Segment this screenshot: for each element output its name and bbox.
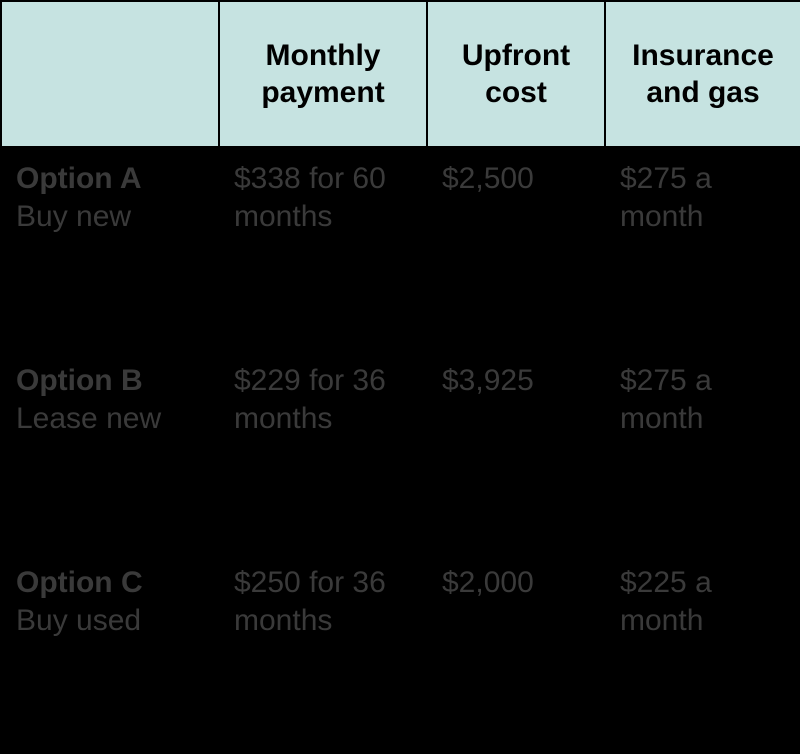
row-label-a: Option A Buy new xyxy=(1,147,219,349)
header-row: Monthly payment Upfront cost Insurance a… xyxy=(1,1,800,147)
cell-insurance-b: $275 a month xyxy=(605,349,800,551)
option-subtitle: Buy new xyxy=(16,198,204,236)
comparison-table: Monthly payment Upfront cost Insurance a… xyxy=(0,0,800,754)
header-monthly-payment: Monthly payment xyxy=(219,1,427,147)
header-blank xyxy=(1,1,219,147)
option-subtitle: Lease new xyxy=(16,400,204,438)
option-subtitle: Buy used xyxy=(16,602,204,640)
option-name: Option C xyxy=(16,564,204,602)
cell-insurance-c: $225 a month xyxy=(605,551,800,753)
cell-upfront-b: $3,925 xyxy=(427,349,605,551)
cell-monthly-b: $229 for 36 months xyxy=(219,349,427,551)
table-row: Option C Buy used $250 for 36 months $2,… xyxy=(1,551,800,753)
row-label-c: Option C Buy used xyxy=(1,551,219,753)
option-name: Option A xyxy=(16,160,204,198)
option-name: Option B xyxy=(16,362,204,400)
header-insurance-gas: Insurance and gas xyxy=(605,1,800,147)
row-label-b: Option B Lease new xyxy=(1,349,219,551)
cell-monthly-a: $338 for 60 months xyxy=(219,147,427,349)
header-upfront-cost: Upfront cost xyxy=(427,1,605,147)
cell-monthly-c: $250 for 36 months xyxy=(219,551,427,753)
cell-upfront-a: $2,500 xyxy=(427,147,605,349)
cell-insurance-a: $275 a month xyxy=(605,147,800,349)
table-row: Option B Lease new $229 for 36 months $3… xyxy=(1,349,800,551)
table-row: Option A Buy new $338 for 60 months $2,5… xyxy=(1,147,800,349)
cell-upfront-c: $2,000 xyxy=(427,551,605,753)
